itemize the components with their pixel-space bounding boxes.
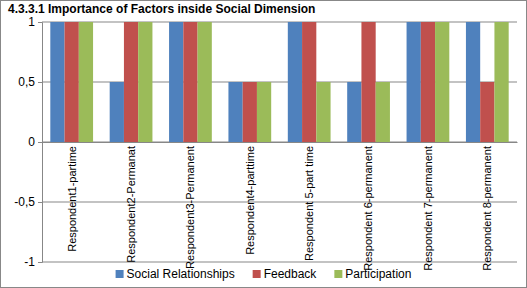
grid bbox=[42, 22, 517, 262]
x-tick: Respondent 7-permanent bbox=[422, 142, 434, 271]
bar bbox=[228, 82, 242, 142]
y-tick: 0,5 bbox=[18, 75, 42, 89]
x-tick-label: Respondent 8-permanent bbox=[481, 146, 493, 271]
bar bbox=[316, 82, 330, 142]
y-tick-label: -0,5 bbox=[14, 195, 35, 209]
bar bbox=[65, 22, 79, 142]
bar bbox=[302, 22, 316, 142]
bar bbox=[198, 22, 212, 142]
x-tick: Respondent3-Permanent bbox=[184, 142, 196, 269]
y-axis-line bbox=[38, 23, 43, 263]
legend-label: Participation bbox=[345, 267, 411, 281]
bar bbox=[50, 22, 64, 142]
title: 4.3.3.1 Importance of Factors inside Soc… bbox=[8, 2, 315, 16]
y-tick-label: 0 bbox=[28, 135, 35, 149]
grid-line bbox=[42, 202, 517, 203]
legend-label: Social Relationships bbox=[127, 267, 235, 281]
bar bbox=[494, 22, 508, 142]
legend-swatch bbox=[334, 270, 342, 278]
x-tick-label: Respondent 6-permanent bbox=[362, 146, 374, 271]
bar bbox=[288, 22, 302, 142]
x-axis-line bbox=[43, 142, 518, 143]
x-axis: Respondent1-partime Respondent2-Permanat R… bbox=[43, 142, 518, 271]
bar bbox=[169, 22, 183, 142]
bar bbox=[407, 22, 421, 142]
y-tick-label: -1 bbox=[24, 255, 35, 269]
bar bbox=[183, 22, 197, 142]
bar bbox=[361, 22, 375, 142]
legend: Social Relationships Feedback Participatio… bbox=[116, 267, 412, 281]
legend-swatch bbox=[116, 270, 124, 278]
x-tick: Respondent 8-permanent bbox=[481, 142, 493, 271]
bar bbox=[243, 82, 257, 142]
x-tick-label: Respondent 5-part time bbox=[303, 146, 315, 261]
y-tick-label: 1 bbox=[28, 15, 35, 29]
y-tick-mark bbox=[38, 142, 42, 143]
x-tick-label: Respondent2-Permanat bbox=[125, 146, 137, 263]
y-tick-mark bbox=[38, 262, 42, 263]
bar bbox=[110, 82, 124, 142]
x-tick: Respondent1-partime bbox=[66, 142, 78, 252]
legend-swatch bbox=[253, 270, 261, 278]
x-tick-label: Respondent1-partime bbox=[66, 146, 78, 252]
y-tick-mark bbox=[38, 22, 42, 23]
x-tick: Respondent 6-permanent bbox=[362, 142, 374, 271]
y-tick: -1 bbox=[24, 255, 42, 269]
x-tick-label: Respondent 7-permanent bbox=[422, 146, 434, 271]
bar bbox=[124, 22, 138, 142]
x-tick: Respondent4-parttime bbox=[244, 142, 256, 255]
legend-label: Feedback bbox=[264, 267, 318, 281]
legend-item: Participation bbox=[334, 267, 411, 281]
y-tick-label: 0,5 bbox=[18, 75, 35, 89]
bar bbox=[421, 22, 435, 142]
bar bbox=[376, 82, 390, 142]
x-tick-label: Respondent3-Permanent bbox=[184, 146, 196, 269]
bar bbox=[480, 82, 494, 142]
bar bbox=[435, 22, 449, 142]
y-tick: -0,5 bbox=[14, 195, 42, 209]
x-tick: Respondent2-Permanat bbox=[125, 142, 137, 263]
bar bbox=[347, 82, 361, 142]
y-tick: 1 bbox=[28, 15, 42, 29]
chart: 4.3.3.1 Importance of Factors inside Soc… bbox=[0, 0, 527, 288]
legend-item: Feedback bbox=[253, 267, 318, 281]
chart-frame bbox=[1, 1, 527, 288]
bar bbox=[79, 22, 93, 142]
bar bbox=[466, 22, 480, 142]
grid-line bbox=[42, 262, 517, 263]
x-tick: Respondent 5-part time bbox=[303, 142, 315, 261]
x-tick-label: Respondent4-parttime bbox=[244, 146, 256, 255]
y-tick-mark bbox=[38, 202, 42, 203]
y-tick: 0 bbox=[28, 135, 42, 149]
plot: -1-0,500,51Respondent1-partimeRespondent… bbox=[14, 15, 517, 270]
legend-item: Social Relationships bbox=[116, 267, 235, 281]
y-tick-mark bbox=[38, 82, 42, 83]
bar bbox=[257, 82, 271, 142]
y-axis: -1 -0,5 0 0,5 1 bbox=[14, 15, 42, 269]
bar bbox=[138, 22, 152, 142]
bars bbox=[50, 22, 508, 142]
